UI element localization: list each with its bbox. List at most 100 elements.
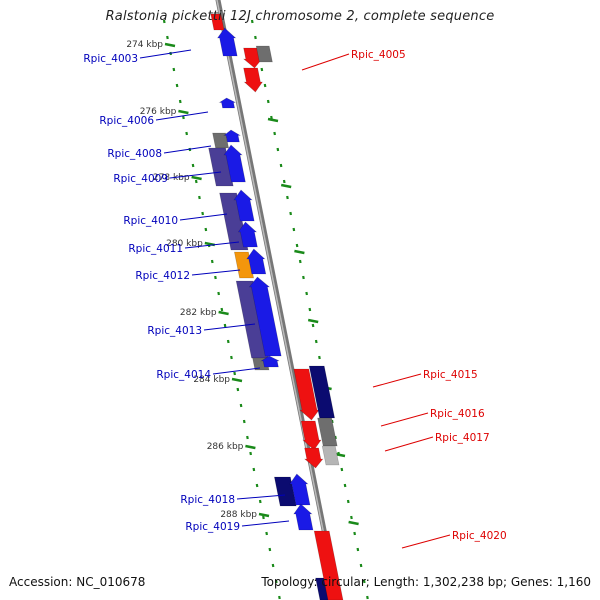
- scale-dot: [308, 307, 312, 312]
- gene-top-red-block: [210, 13, 225, 31]
- scale-dot: [366, 595, 369, 600]
- scale-dot: [166, 35, 169, 40]
- leader-line: [163, 145, 212, 154]
- scale-dot: [172, 67, 176, 72]
- gene-label-rpic-4005: Rpic_4005: [301, 49, 406, 71]
- gene-label-text: Rpic_4005: [351, 49, 406, 61]
- scale-dot: [252, 467, 256, 472]
- leader-line: [155, 111, 209, 121]
- leader-line: [203, 323, 256, 331]
- scale-label: 286 kbp: [207, 442, 244, 452]
- gene-rpic-4013-arrow: [248, 276, 282, 357]
- scale-dot: [273, 131, 276, 136]
- scale-label: 282 kbp: [180, 308, 217, 318]
- gene-label-text: Rpic_4009: [113, 173, 168, 185]
- scale-dot: [268, 547, 272, 552]
- leader-line: [139, 49, 192, 59]
- scale-dot: [343, 483, 347, 488]
- scale-label: 284 kbp: [193, 375, 230, 385]
- left-scale-track: [162, 19, 281, 600]
- scale-dot: [246, 435, 249, 440]
- gene-rpic-4005b-arrow: [243, 67, 263, 93]
- gene-label-text: Rpic_4020: [452, 530, 507, 542]
- scale-dot: [359, 563, 363, 568]
- scale-dot: [220, 307, 224, 312]
- gene-label-text: Rpic_4008: [107, 148, 162, 160]
- scale-major-tick: [307, 318, 319, 324]
- gene-label-rpic-4008: Rpic_4008: [107, 145, 212, 160]
- scale-major-tick: [245, 444, 256, 450]
- scale-dot: [356, 547, 360, 552]
- scale-dot: [282, 179, 286, 184]
- scale-dot: [223, 323, 227, 328]
- scale-dot: [262, 515, 265, 520]
- gene-label-rpic-4015: Rpic_4015: [372, 369, 478, 388]
- leader-line: [301, 53, 350, 71]
- gene-rpic-4017-arrow: [303, 447, 324, 469]
- leader-line: [384, 436, 434, 452]
- scale-dot: [362, 579, 366, 584]
- gene-label-text: Rpic_4012: [135, 270, 190, 282]
- gene-rpic-4012-arrow: [246, 248, 267, 275]
- scale-dot: [204, 227, 208, 232]
- scale-dot: [242, 419, 246, 424]
- scale-dot: [210, 259, 214, 264]
- gene-rpic-4017-block: [321, 445, 340, 466]
- scale-dot: [274, 579, 278, 584]
- gene-rpic-4003-arrow: [217, 27, 238, 57]
- scale-dot: [236, 387, 240, 392]
- leader-line: [372, 373, 422, 388]
- scale-dot: [298, 259, 302, 264]
- right-scale-track: [250, 19, 369, 600]
- accession-text: Accession: NC_010678: [9, 575, 146, 589]
- gene-label-rpic-4014: Rpic_4014: [156, 367, 261, 381]
- gene-label-rpic-4010: Rpic_4010: [123, 213, 228, 227]
- scale-label: 288 kbp: [220, 510, 257, 520]
- scale-dot: [311, 323, 315, 328]
- gene-label-rpic-4018: Rpic_4018: [180, 494, 286, 506]
- scale-dot: [265, 531, 268, 536]
- gene-label-rpic-4016: Rpic_4016: [380, 408, 485, 427]
- gene-label-text: Rpic_4014: [156, 369, 211, 381]
- scale-dot: [295, 243, 299, 248]
- scale-dot: [276, 147, 280, 152]
- scale-major-tick: [164, 42, 176, 48]
- scale-dot: [233, 371, 236, 376]
- scale-dot: [230, 355, 233, 360]
- leader-line: [380, 412, 429, 427]
- gene-label-text: Rpic_4003: [83, 53, 138, 65]
- scale-label: 276 kbp: [140, 107, 177, 117]
- scale-dot: [249, 451, 252, 456]
- gene-label-rpic-4020: Rpic_4020: [401, 530, 507, 549]
- gene-purple-block: [219, 192, 249, 251]
- scale-major-tick: [218, 310, 229, 316]
- gene-label-text: Rpic_4010: [123, 215, 178, 227]
- gene-rpic-4005-grey: [255, 45, 273, 63]
- scale-dot: [194, 179, 198, 184]
- scale-major-tick: [280, 183, 292, 189]
- scale-dot: [217, 291, 220, 296]
- leader-line: [401, 534, 451, 549]
- leader-line: [191, 269, 241, 276]
- gene-label-text: Rpic_4015: [423, 369, 478, 381]
- scale-major-tick: [267, 117, 279, 123]
- gene-label-text: Rpic_4018: [180, 494, 235, 506]
- gene-label-rpic-4019: Rpic_4019: [185, 520, 290, 533]
- scale-dot: [271, 563, 275, 568]
- scale-dot: [353, 531, 356, 536]
- scale-dot: [278, 595, 281, 600]
- gene-rpic-4015-arrow: [293, 368, 320, 421]
- scale-major-tick: [258, 512, 270, 518]
- leader-line: [179, 213, 228, 221]
- gene-rpic-4010-arrow: [233, 189, 255, 222]
- scale-major-tick: [178, 109, 189, 115]
- scale-dot: [340, 467, 344, 472]
- scale-dot: [191, 163, 195, 168]
- scale-dot: [254, 35, 257, 40]
- gene-label-text: Rpic_4013: [147, 325, 202, 337]
- scale-dot: [260, 67, 264, 72]
- leader-line: [212, 367, 261, 375]
- leader-line: [236, 494, 286, 500]
- gene-rpic-4019-arrow: [293, 503, 314, 531]
- scale-dot: [292, 227, 296, 232]
